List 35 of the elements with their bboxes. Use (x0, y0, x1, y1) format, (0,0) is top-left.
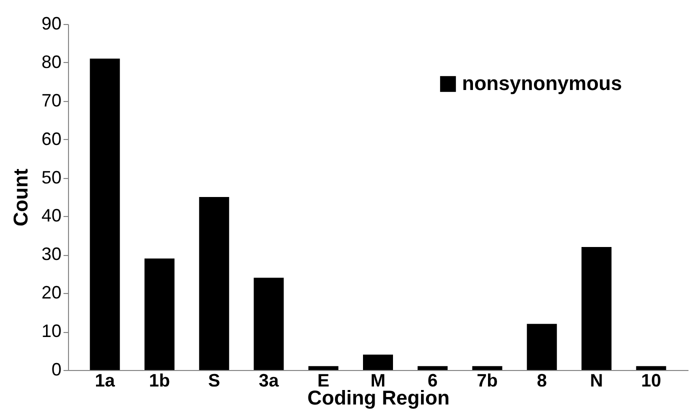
x-tick-label: N (590, 370, 603, 390)
x-tick-label: 6 (428, 370, 438, 390)
x-tick-label: 3a (258, 370, 280, 390)
x-tick-label: M (370, 370, 386, 390)
x-tick-label: 7b (476, 370, 498, 390)
y-tick-label: 70 (41, 90, 62, 110)
bar (582, 246, 612, 370)
y-tick-label: 0 (51, 360, 62, 380)
bar (308, 366, 338, 370)
bar (254, 278, 284, 370)
x-tick-label: 10 (641, 370, 662, 390)
y-tick-label: 80 (41, 52, 62, 72)
x-tick-label: 1a (94, 370, 116, 390)
bar (472, 366, 502, 370)
bar (363, 354, 393, 370)
y-tick-label: 10 (41, 321, 62, 342)
x-tick-label: E (317, 370, 330, 390)
bar (636, 366, 666, 370)
bar (199, 197, 230, 370)
bar (144, 258, 174, 370)
x-axis-title: Coding Region (307, 388, 450, 410)
y-tick-label: 90 (41, 14, 62, 34)
y-tick-label: 20 (41, 282, 62, 303)
y-tick-label: 50 (41, 167, 62, 188)
x-tick-label: 1b (148, 370, 170, 390)
bar (418, 366, 448, 370)
y-axis-title: Count (10, 168, 32, 226)
bar (90, 58, 120, 370)
y-tick-label: 30 (41, 244, 62, 264)
y-tick-label: 60 (41, 128, 62, 149)
legend-label: nonsynonymous (462, 73, 622, 95)
bar (526, 324, 557, 370)
x-tick-label: S (208, 370, 220, 390)
y-tick-label: 40 (41, 206, 62, 226)
x-tick-label: 8 (536, 370, 547, 390)
